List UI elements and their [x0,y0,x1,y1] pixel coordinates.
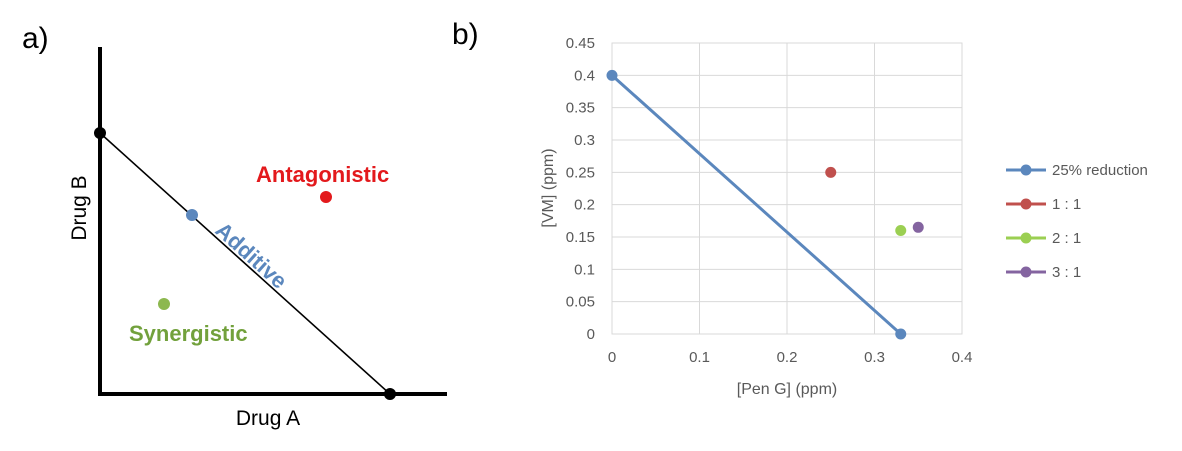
additive-label: Additive [211,217,292,294]
y-tick-label: 0.1 [574,261,595,278]
data-point [606,69,618,81]
x-tick-label: 0.1 [689,349,710,366]
data-point [912,221,924,233]
panel-b: b) 0 0.05 0.1 0.15 0.2 0.25 0.3 0.35 0.4 0.45 0 0.… [452,18,1148,398]
legend-entry-label: 25% reduction [1052,162,1148,179]
y-tick-label: 0.35 [566,100,595,117]
legend-swatch-marker [1020,232,1032,244]
legend-entry-label: 2 : 1 [1052,230,1081,247]
y-tick-label: 0.15 [566,229,595,246]
series-group [606,69,924,340]
antagonistic-label: Antagonistic [256,162,389,187]
y-tick-label: 0.4 [574,67,595,84]
panel-a-label: a) [22,22,49,55]
x-tick-label: 0.2 [777,349,798,366]
gridlines [612,43,962,334]
x-tick-labels: 0 0.1 0.2 0.3 0.4 [608,349,973,366]
data-point [825,166,837,178]
legend-swatch-marker [1020,198,1032,210]
panel-a-antagonistic-point [320,191,332,203]
y-tick-label: 0.05 [566,294,595,311]
y-tick-label: 0.2 [574,197,595,214]
data-point [895,328,907,340]
legend-swatch-marker [1020,164,1032,176]
legend-swatch-marker [1020,266,1032,278]
x-tick-label: 0 [608,349,616,366]
panel-b-y-axis-title: [VM] (ppm) [540,148,557,227]
y-tick-label: 0.45 [566,35,595,52]
panel-b-x-axis-title: [Pen G] (ppm) [737,381,837,398]
panel-a-x-axis-title: Drug A [236,407,300,430]
panel-b-label: b) [452,18,479,51]
y-tick-labels: 0 0.05 0.1 0.15 0.2 0.25 0.3 0.35 0.4 0.45 [566,35,595,343]
series-line [610,74,902,336]
x-tick-label: 0.3 [864,349,885,366]
panel-a-y-intercept-point [94,127,106,139]
panel-a-x-intercept-point [384,388,396,400]
panel-a-synergistic-point [158,298,170,310]
panel-a-additive-point [186,209,198,221]
panel-a-y-axis-title: Drug B [68,175,91,240]
y-tick-label: 0.25 [566,164,595,181]
x-tick-label: 0.4 [952,349,973,366]
legend: 25% reduction 1 : 1 2 : 1 3 : 1 [1006,162,1148,281]
synergistic-label: Synergistic [129,321,248,346]
legend-entry-label: 1 : 1 [1052,196,1081,213]
y-tick-label: 0.3 [574,132,595,149]
data-point [895,225,907,237]
legend-entry-label: 3 : 1 [1052,264,1081,281]
y-tick-label: 0 [587,326,595,343]
panel-a-additive-line [99,132,391,395]
panel-a: a) Antagonistic Additive Synergistic Dru… [22,22,447,430]
